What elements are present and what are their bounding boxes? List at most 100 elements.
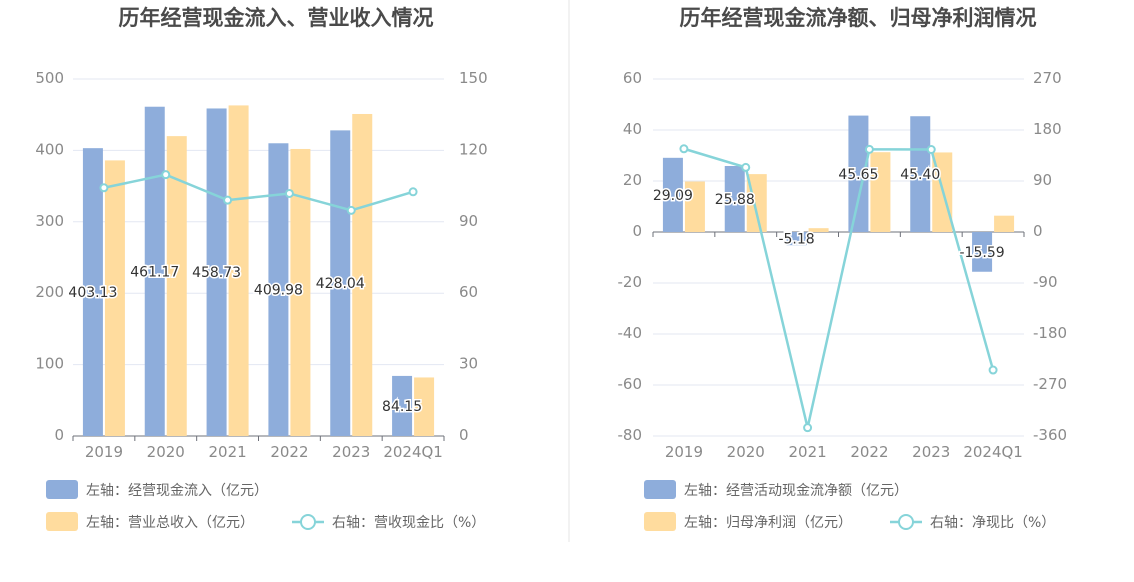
x-tick-label: 2022 — [850, 443, 888, 461]
bar-series-2 — [808, 228, 829, 232]
line-point — [346, 205, 356, 215]
legend-label: 右轴：营收现金比（%） — [332, 515, 485, 531]
y-tick-right: 90 — [459, 212, 478, 230]
y-tick-left: 400 — [35, 140, 64, 158]
y-tick-left: 60 — [623, 69, 642, 87]
bar-series-1 — [392, 375, 413, 436]
line-point — [284, 188, 294, 198]
x-tick-label: 2021 — [788, 443, 826, 461]
bar-series-1 — [268, 143, 289, 436]
x-tick-label: 2021 — [208, 443, 246, 461]
y-tick-left: 20 — [623, 171, 642, 189]
y-tick-left: 500 — [35, 69, 64, 87]
data-label: -15.59 — [960, 245, 1005, 261]
line-point — [926, 145, 936, 155]
bar-series-2 — [104, 160, 125, 436]
y-tick-right: 0 — [1033, 222, 1043, 240]
y-tick-right: -90 — [1033, 273, 1058, 291]
data-label: 461.17 — [130, 264, 179, 280]
x-tick-label: 2020 — [147, 443, 185, 461]
y-tick-left: -20 — [618, 273, 643, 291]
x-tick-label: 2020 — [727, 443, 765, 461]
data-label: -5.18 — [778, 232, 814, 248]
bar-series-1 — [662, 157, 683, 232]
data-label: 403.13 — [68, 285, 117, 301]
bar-series-2 — [414, 377, 435, 436]
y-tick-right: 30 — [459, 355, 478, 373]
data-label: 29.09 — [653, 188, 693, 204]
data-label: 84.15 — [382, 399, 422, 415]
line-point — [741, 162, 751, 172]
y-tick-left: 0 — [632, 222, 642, 240]
legend-swatch-point — [300, 514, 316, 530]
legend-label: 左轴：营业总收入（亿元） — [86, 515, 254, 531]
x-tick-label: 2024Q1 — [963, 443, 1023, 461]
bar-series-1 — [206, 108, 227, 436]
legend-swatch-bar-2 — [46, 512, 78, 531]
y-tick-left: 40 — [623, 120, 642, 138]
y-tick-right: -180 — [1033, 324, 1067, 342]
line-series — [103, 173, 414, 212]
y-tick-right: 0 — [459, 426, 469, 444]
y-tick-left: -60 — [618, 375, 643, 393]
line-point — [223, 195, 233, 205]
line-series — [683, 147, 995, 428]
x-tick-label: 2019 — [665, 443, 703, 461]
y-tick-right: 120 — [459, 140, 488, 158]
legend-label: 左轴：经营活动现金流净额（亿元） — [684, 483, 908, 499]
legend-label: 右轴：净现比（%） — [930, 515, 1055, 531]
line-point — [679, 144, 689, 154]
bar-series-1 — [144, 106, 165, 437]
bar-series-2 — [684, 181, 705, 232]
legend-label: 左轴：归母净利润（亿元） — [684, 514, 852, 531]
data-label: 45.40 — [900, 167, 940, 183]
x-tick-label: 2023 — [912, 443, 950, 461]
bar-series-1 — [972, 232, 993, 272]
bar-series-2 — [994, 215, 1015, 232]
x-tick-label: 2024Q1 — [383, 443, 443, 461]
x-tick-label: 2019 — [85, 443, 123, 461]
chart-title: 历年经营现金流入、营业收入情况 — [119, 6, 434, 30]
y-tick-right: 90 — [1033, 171, 1052, 189]
line-point — [864, 144, 874, 154]
y-tick-left: 0 — [54, 426, 64, 444]
y-tick-right: 270 — [1033, 69, 1062, 87]
x-tick-label: 2023 — [332, 443, 370, 461]
chart-panel-cash-inflow: 历年经营现金流入、营业收入情况 0 100 200 300 400 500 0 30 60 90 1… — [35, 6, 488, 531]
y-tick-right: -270 — [1033, 375, 1067, 393]
bar-series-1 — [786, 232, 807, 246]
data-label: 45.65 — [838, 167, 878, 183]
bar-series-1 — [82, 148, 103, 437]
legend-swatch-bar-1 — [644, 480, 676, 499]
line-point — [988, 365, 998, 375]
bar-series-2 — [166, 136, 187, 436]
legend-swatch-bar-2 — [644, 512, 676, 531]
bar-series-2 — [228, 105, 249, 436]
legend-label: 左轴：经营现金流入（亿元） — [86, 483, 268, 499]
data-label: 25.88 — [715, 192, 755, 208]
line-point — [99, 183, 109, 193]
bar-series-1 — [848, 115, 869, 232]
line-point — [408, 187, 418, 197]
line-point — [803, 423, 813, 433]
y-tick-right: 60 — [459, 283, 478, 301]
bar-series-1 — [910, 116, 931, 232]
legend-swatch-point — [898, 514, 914, 530]
chart-title: 历年经营现金流净额、归母净利润情况 — [680, 6, 1037, 30]
bar-series-2 — [352, 113, 373, 437]
bar-series-1 — [724, 166, 745, 232]
y-tick-left: 100 — [35, 355, 64, 373]
chart-panel-net-cash-flow: 历年经营现金流净额、归母净利润情况 -80 -60 -40 -20 0 20 40 60 -36… — [618, 6, 1067, 531]
y-tick-right: 180 — [1033, 120, 1062, 138]
y-tick-left: 200 — [35, 283, 64, 301]
legend-swatch-bar-1 — [46, 480, 78, 499]
line-point — [161, 170, 171, 180]
data-label: 458.73 — [192, 265, 241, 281]
y-tick-left: -80 — [618, 426, 643, 444]
bar-series-2 — [290, 148, 311, 437]
bar-series-2 — [870, 152, 891, 232]
y-tick-left: -40 — [618, 324, 643, 342]
y-tick-right: 150 — [459, 69, 488, 87]
y-tick-left: 300 — [35, 212, 64, 230]
